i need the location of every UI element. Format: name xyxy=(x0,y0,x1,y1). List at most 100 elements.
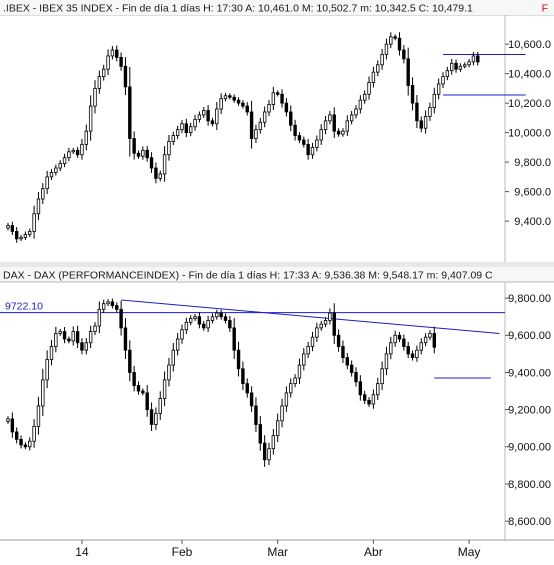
dax-candle xyxy=(402,338,406,347)
ibex-candle xyxy=(249,111,254,139)
ibex-candles xyxy=(6,32,480,243)
dax-candle xyxy=(258,424,262,444)
ibex-candle xyxy=(428,107,432,117)
ibex-candle xyxy=(175,129,180,136)
ibex-candle xyxy=(389,36,393,45)
dax-candle xyxy=(332,312,336,336)
dax-candle xyxy=(188,318,193,323)
ibex-candle xyxy=(384,43,389,55)
ibex-candle xyxy=(402,49,406,60)
dax-candle xyxy=(197,316,202,325)
dax-candle xyxy=(136,385,141,392)
ibex-candle xyxy=(441,76,445,85)
dax-trendline[interactable] xyxy=(121,299,500,334)
ibex-candle xyxy=(141,149,145,157)
dax-candle xyxy=(206,320,210,329)
ibex-candle xyxy=(49,172,54,178)
ibex-candle xyxy=(136,152,141,157)
dax-candle xyxy=(158,398,162,414)
ibex-candle xyxy=(10,225,15,232)
dax-candle xyxy=(376,383,380,396)
x-axis-label: Mar xyxy=(267,545,288,559)
ibex-candle xyxy=(71,149,75,153)
ibex-candle xyxy=(415,102,419,122)
dax-candle xyxy=(184,321,189,331)
ibex-candle xyxy=(128,86,132,139)
ibex-panel: .IBEX - IBEX 35 INDEX - Fin de día 1 día… xyxy=(0,0,554,262)
ibex-candle xyxy=(167,141,171,156)
ibex-candle xyxy=(362,93,367,101)
ibex-candle xyxy=(310,146,315,156)
dax-candle xyxy=(41,379,45,407)
ibex-candle xyxy=(284,102,289,113)
ibex-candle xyxy=(271,92,276,106)
ibex-trendlines xyxy=(443,53,526,96)
dax-candle xyxy=(215,312,219,318)
dax-candle xyxy=(280,405,284,422)
dax-candle xyxy=(236,349,241,370)
dax-candle xyxy=(228,320,232,329)
ibex-y-tick-label: 9,800.0 xyxy=(514,157,551,169)
ibex-y-tick-label: 10,400.0 xyxy=(508,68,551,80)
dax-candle xyxy=(262,442,267,461)
dax-candle xyxy=(393,334,397,344)
dax-candle xyxy=(328,312,332,321)
dax-candle xyxy=(323,320,328,325)
dax-candle xyxy=(345,357,349,366)
ibex-candle xyxy=(258,121,262,131)
ibex-candle xyxy=(58,163,62,169)
ibex-candle xyxy=(280,93,284,104)
dax-candle xyxy=(306,346,310,355)
dax-candle xyxy=(97,308,102,327)
ibex-candle xyxy=(354,108,358,116)
dax-candle xyxy=(389,342,393,355)
dax-candle xyxy=(336,334,341,347)
ibex-candle xyxy=(145,149,149,159)
ibex-candle xyxy=(336,130,341,135)
ibex-candle xyxy=(154,167,158,179)
panel-divider[interactable] xyxy=(0,262,554,267)
ibex-candle xyxy=(97,76,102,89)
ibex-candle xyxy=(188,126,193,134)
ibex-candle xyxy=(171,135,175,142)
ibex-candle xyxy=(302,139,306,145)
dax-candle xyxy=(358,381,363,396)
ibex-candle xyxy=(345,120,349,132)
dax-trendlines: 9722.10 xyxy=(0,299,505,379)
ibex-candle xyxy=(232,96,236,101)
ibex-candle xyxy=(88,105,93,132)
ibex-candle xyxy=(193,118,197,128)
ibex-candle xyxy=(206,110,210,122)
dax-candle xyxy=(84,342,88,351)
dax-candle xyxy=(67,338,71,342)
x-axis-label: May xyxy=(458,545,481,559)
ibex-candle xyxy=(93,87,97,107)
dax-candle xyxy=(145,392,149,411)
dax-candle xyxy=(293,377,297,385)
ibex-candle xyxy=(14,231,19,240)
ibex-y-tick-label: 9,400.0 xyxy=(514,216,551,228)
dax-candle xyxy=(289,383,293,394)
ibex-candle xyxy=(254,129,258,139)
ibex-y-tick-label: 10,000.0 xyxy=(508,127,551,139)
dax-candle xyxy=(128,349,132,373)
dax-candle xyxy=(106,301,110,305)
dax-candle xyxy=(19,438,23,446)
ibex-candle xyxy=(228,95,232,98)
ibex-candle xyxy=(54,167,58,173)
dax-candle xyxy=(23,444,28,448)
dax-candle xyxy=(175,338,180,351)
dax-candle xyxy=(341,346,345,359)
dax-candle xyxy=(32,425,36,442)
ibex-candle xyxy=(319,129,323,141)
ibex-y-tick-label: 9,600.0 xyxy=(514,186,551,198)
dax-header-bar xyxy=(0,267,554,282)
dax-candle xyxy=(410,353,415,359)
dax-candle xyxy=(419,342,423,351)
dax-candle xyxy=(428,333,432,338)
dax-panel: DAX - DAX (PERFORMANCEINDEX) - Fin de dí… xyxy=(0,267,554,540)
dax-candle xyxy=(149,409,154,425)
dax-candle xyxy=(54,333,58,347)
ibex-candle xyxy=(406,58,410,86)
